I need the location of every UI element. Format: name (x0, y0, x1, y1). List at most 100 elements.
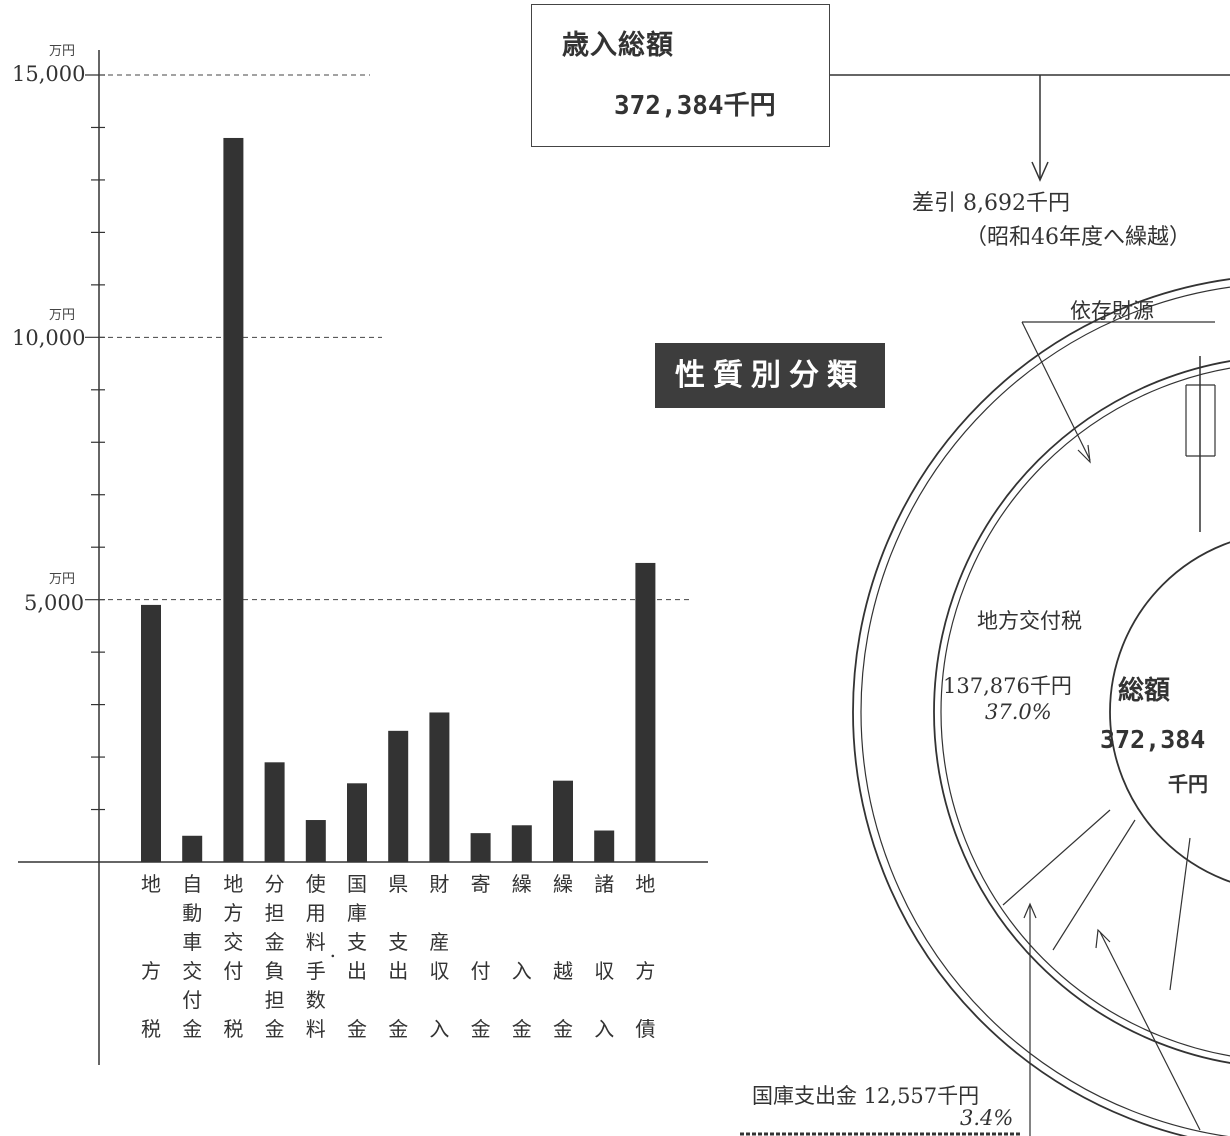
bar (182, 835, 203, 862)
category-char: 交 (223, 930, 244, 954)
category-char: 繰 (553, 872, 573, 896)
bar (511, 825, 532, 862)
category-char: 担 (264, 901, 285, 925)
category-char: 料 (305, 1017, 326, 1041)
category-char: 地 (141, 872, 161, 896)
category-char: 方 (141, 959, 161, 983)
category-char: 入 (594, 1017, 615, 1041)
center-circle (1109, 541, 1230, 883)
kokko-pct: 3.4% (960, 1106, 1014, 1130)
minor-ticks (85, 74, 105, 811)
classification-title: 性質別分類 (655, 343, 885, 408)
revenue-total-title: 歳入総額 (562, 30, 674, 61)
category-char: 自 (182, 872, 203, 896)
category-char: 金 (264, 1017, 285, 1041)
category-char: 負 (264, 959, 285, 983)
arrow-head (1031, 161, 1049, 182)
category-char: 金 (347, 1017, 367, 1041)
y-tick-label: 15,000 (12, 62, 86, 86)
kokko-label: 国庫支出金 12,557千円 (752, 1084, 980, 1108)
pointer-head (1023, 902, 1037, 919)
category-char: 産 (429, 930, 450, 954)
category-char: 諸 (594, 872, 615, 896)
category-char: 県 (388, 872, 409, 896)
pointer-head (1077, 444, 1091, 464)
bar (635, 562, 656, 862)
category-char: 金 (264, 930, 285, 954)
category-char: 方 (223, 901, 244, 925)
pointer-dependent (1021, 321, 1091, 461)
segment-divider (1052, 819, 1136, 951)
category-char: 国 (347, 872, 367, 896)
dependent-label: 依存財源 (1070, 299, 1154, 323)
center-value: 372,384 (1100, 725, 1206, 754)
category-char: 税 (141, 1017, 161, 1041)
inner-ring-outer (933, 360, 1230, 1064)
category-char: 庫 (347, 901, 367, 925)
category-char: 使 (305, 872, 326, 896)
outer-ring-outer (852, 278, 1230, 1136)
bar (141, 604, 161, 862)
category-char: 支 (388, 930, 409, 954)
koufuzei-value: 137,876千円 (943, 674, 1072, 698)
inner-ring-inner (940, 367, 1230, 1057)
category-char: 入 (511, 959, 532, 983)
bar (223, 137, 244, 862)
category-char: 財 (429, 872, 450, 896)
bar (347, 783, 367, 862)
category-char: 越 (553, 959, 573, 983)
category-char: 金 (553, 1017, 573, 1041)
y-unit-label: 万円 (49, 44, 76, 59)
bars (141, 137, 656, 862)
category-char: 地 (635, 872, 656, 896)
category-char: 担 (264, 988, 285, 1012)
category-char: 収 (594, 959, 615, 983)
category-char: 支 (347, 930, 367, 954)
category-char: 方 (635, 959, 656, 983)
category-char: 付 (470, 959, 491, 983)
difference-note: （昭和46年度へ繰越） (965, 225, 1191, 250)
bar (388, 730, 409, 862)
category-char: 寄 (470, 872, 491, 896)
segment-divider (1002, 809, 1111, 906)
bar (429, 712, 450, 862)
pointer-other (1099, 931, 1201, 1131)
category-char: 収 (429, 959, 450, 983)
y-tick-label: 5,000 (24, 591, 85, 615)
category-char: 金 (388, 1017, 409, 1041)
revenue-total-box: 歳入総額 372,384千円 (531, 4, 830, 147)
category-char: 出 (388, 959, 409, 983)
category-dot: . (329, 938, 336, 962)
category-char: 債 (635, 1017, 656, 1041)
category-char: 金 (511, 1017, 532, 1041)
revenue-total-value: 372,384千円 (614, 91, 776, 121)
category-char: 料 (305, 930, 326, 954)
category-char: 付 (182, 988, 203, 1012)
category-char: 車 (182, 930, 203, 954)
outer-ring-inner (860, 286, 1230, 1136)
category-char: 入 (429, 1017, 450, 1041)
bar (305, 820, 326, 862)
bar (553, 780, 573, 862)
bar (264, 762, 285, 862)
pointer-head (1095, 928, 1111, 949)
category-char: 動 (182, 901, 203, 925)
category-char: 金 (182, 1017, 203, 1041)
segment-divider (1169, 837, 1191, 991)
category-char: 手 (305, 959, 326, 983)
koufuzei-pct: 37.0% (985, 700, 1052, 724)
category-char: 付 (223, 959, 244, 983)
difference-amount: 差引 8,692千円 (912, 191, 1070, 216)
center-unit: 千円 (1168, 772, 1208, 796)
category-char: 数 (305, 988, 326, 1012)
category-char: 分 (264, 872, 285, 896)
category-char: 交 (182, 959, 203, 983)
koufuzei-name: 地方交付税 (977, 609, 1082, 633)
category-char: 税 (223, 1017, 244, 1041)
bar (470, 833, 491, 862)
category-char: 繰 (511, 872, 532, 896)
center-title: 総額 (1118, 676, 1171, 706)
y-unit-label: 万円 (49, 308, 76, 323)
grid-lines (99, 74, 692, 601)
